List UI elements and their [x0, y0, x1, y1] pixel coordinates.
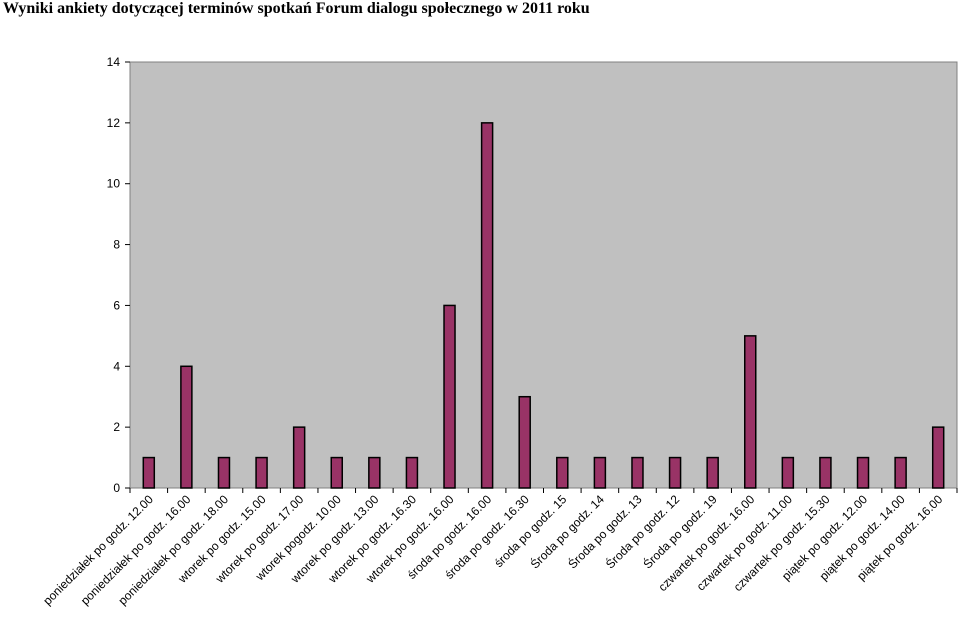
bar	[180, 365, 193, 489]
bar	[443, 304, 456, 489]
bar	[556, 456, 569, 489]
bar	[856, 456, 870, 489]
y-tick-label: 14	[107, 55, 121, 69]
bar	[668, 456, 682, 489]
y-tick-label: 2	[113, 420, 120, 434]
bar	[931, 426, 945, 489]
bar	[142, 456, 156, 489]
bar	[518, 395, 531, 489]
bar	[744, 335, 757, 489]
bar	[405, 456, 419, 489]
bar	[894, 456, 907, 489]
bar	[217, 456, 231, 489]
bar	[255, 456, 268, 489]
y-tick-label: 6	[113, 298, 120, 312]
y-tick-label: 8	[113, 238, 120, 252]
bar-series	[142, 122, 945, 489]
bar	[480, 122, 494, 489]
bar	[781, 456, 795, 489]
y-tick-label: 4	[113, 359, 120, 373]
chart-title: Wyniki ankiety dotyczącej terminów spotk…	[3, 0, 590, 17]
bar	[330, 456, 343, 489]
y-tick-label: 12	[107, 116, 121, 130]
x-axis: poniedziałek po godz. 12.00poniedziałek …	[40, 488, 958, 608]
bar	[292, 426, 306, 489]
bar	[368, 456, 381, 489]
y-axis: 0 2 4 6 8 10 12 14	[107, 55, 130, 495]
y-tick-label: 0	[113, 481, 120, 495]
bar	[706, 456, 719, 489]
bar	[631, 456, 644, 489]
bar	[819, 456, 832, 489]
bar	[593, 456, 607, 489]
y-tick-label: 10	[107, 177, 121, 191]
plot-area	[129, 61, 958, 489]
